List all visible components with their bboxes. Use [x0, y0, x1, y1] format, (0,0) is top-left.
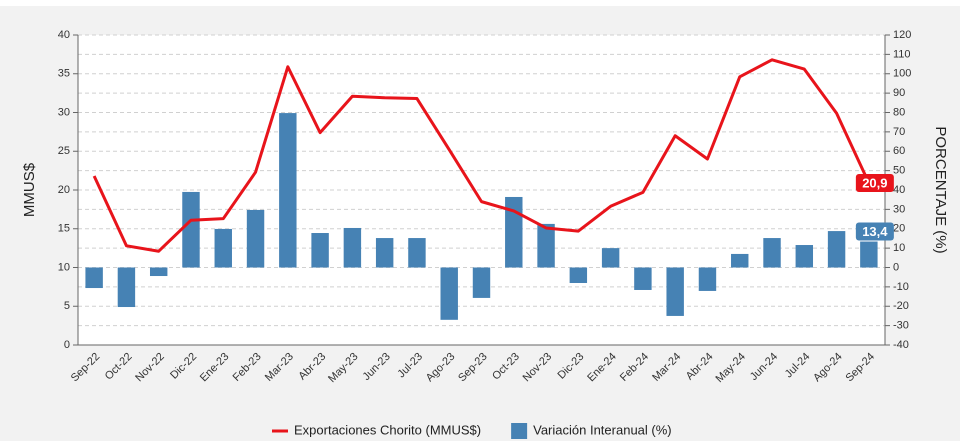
y2-tick-label: -10 [893, 281, 909, 293]
y2-tick-label: 20 [893, 223, 905, 235]
bar [343, 227, 362, 268]
y2-tick-label: 70 [893, 126, 905, 138]
bar [85, 267, 103, 289]
y2-tick-label: 30 [893, 203, 905, 215]
y-tick-label: 5 [64, 300, 70, 312]
y2-tick-label: 80 [893, 106, 905, 118]
bar [569, 267, 588, 283]
value-label-box [855, 174, 894, 193]
bar [731, 253, 749, 268]
y2-tick-label: 50 [893, 165, 905, 177]
bar [827, 231, 846, 268]
bar [117, 267, 136, 308]
y2-tick-label: -40 [893, 339, 909, 351]
bar [537, 223, 555, 268]
bar [601, 248, 620, 268]
y2-tick-label: 90 [893, 87, 905, 99]
bar [246, 209, 265, 268]
value-label: 13,4 [862, 224, 888, 239]
value-label-box [855, 222, 894, 241]
y-tick-label: 20 [58, 184, 70, 196]
y-tick-label: 30 [58, 106, 70, 118]
y-tick-label: 35 [58, 68, 70, 80]
bar [149, 267, 168, 277]
bar [182, 191, 200, 268]
value-label: 20,9 [862, 175, 887, 190]
bar [311, 233, 329, 268]
bar [634, 267, 652, 290]
y2-tick-label: 0 [893, 261, 899, 273]
y2-tick-label: -30 [893, 320, 909, 332]
line [92, 58, 871, 253]
bar [375, 238, 394, 268]
y2-axis-title: PORCENTAJE (%) [932, 126, 949, 253]
bar [860, 241, 878, 268]
bar [505, 196, 523, 268]
bar [666, 267, 684, 316]
bar [763, 238, 781, 268]
legend-swatch [511, 423, 528, 439]
y-tick-label: 40 [58, 29, 70, 41]
y-tick-label: 10 [58, 261, 70, 273]
bar [279, 113, 297, 268]
y2-tick-label: 10 [893, 242, 905, 254]
y-tick-label: 0 [64, 339, 70, 351]
bar [698, 267, 717, 291]
legend-label: Variación Interanual (%) [533, 422, 672, 437]
legend-label: Exportaciones Chorito (MMUS$) [294, 422, 481, 437]
y2-tick-label: 40 [893, 184, 905, 196]
bar [408, 238, 426, 268]
bar [472, 267, 491, 298]
bar [214, 228, 232, 268]
y-tick-label: 15 [58, 223, 70, 235]
y2-tick-label: 120 [893, 29, 911, 41]
bar [795, 245, 814, 268]
y2-tick-label: 110 [893, 48, 911, 60]
y2-tick-label: 60 [893, 145, 905, 157]
bar [440, 267, 458, 320]
y2-tick-label: -20 [893, 300, 909, 312]
y-tick-label: 25 [58, 145, 70, 157]
y-axis-title: MMUS$ [21, 162, 38, 217]
y2-tick-label: 100 [893, 68, 911, 80]
